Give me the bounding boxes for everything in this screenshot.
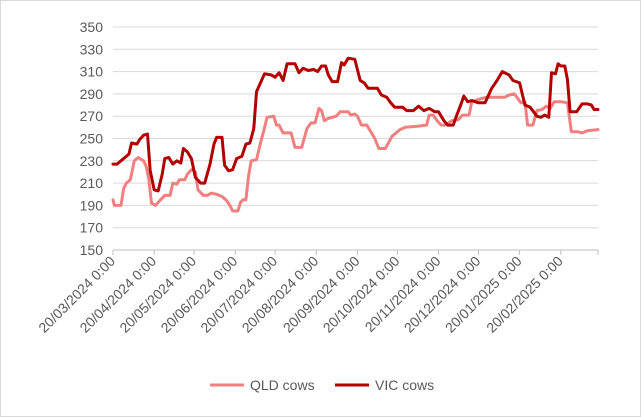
series-line-vic-cows xyxy=(111,56,600,193)
axes xyxy=(112,249,599,255)
y-tick-label: 250 xyxy=(80,131,104,147)
y-tick-label: 350 xyxy=(80,19,104,35)
y-tick-label: 270 xyxy=(80,108,104,124)
series-lines xyxy=(111,56,600,213)
series-line-qld-cows xyxy=(111,92,600,213)
legend-label: QLD cows xyxy=(250,377,315,393)
y-tick-label: 230 xyxy=(80,153,104,169)
legend: QLD cows VIC cows xyxy=(210,377,434,393)
y-axis-tick-labels: 150 170 190 210 230 250 270 290 310 330 350 xyxy=(80,19,104,258)
y-tick-label: 210 xyxy=(80,175,104,191)
y-tick-label: 290 xyxy=(80,86,104,102)
y-tick-label: 150 xyxy=(80,242,104,258)
legend-item-qld-cows: QLD cows xyxy=(210,377,315,393)
y-tick-label: 330 xyxy=(80,41,104,57)
x-tick-label: 20/02/2025 0:00 xyxy=(483,253,566,336)
y-tick-label: 190 xyxy=(80,197,104,213)
legend-item-vic-cows: VIC cows xyxy=(335,377,434,393)
y-tick-label: 310 xyxy=(80,64,104,80)
legend-label: VIC cows xyxy=(375,377,434,393)
y-tick-label: 170 xyxy=(80,220,104,236)
grid-lines xyxy=(113,26,598,229)
